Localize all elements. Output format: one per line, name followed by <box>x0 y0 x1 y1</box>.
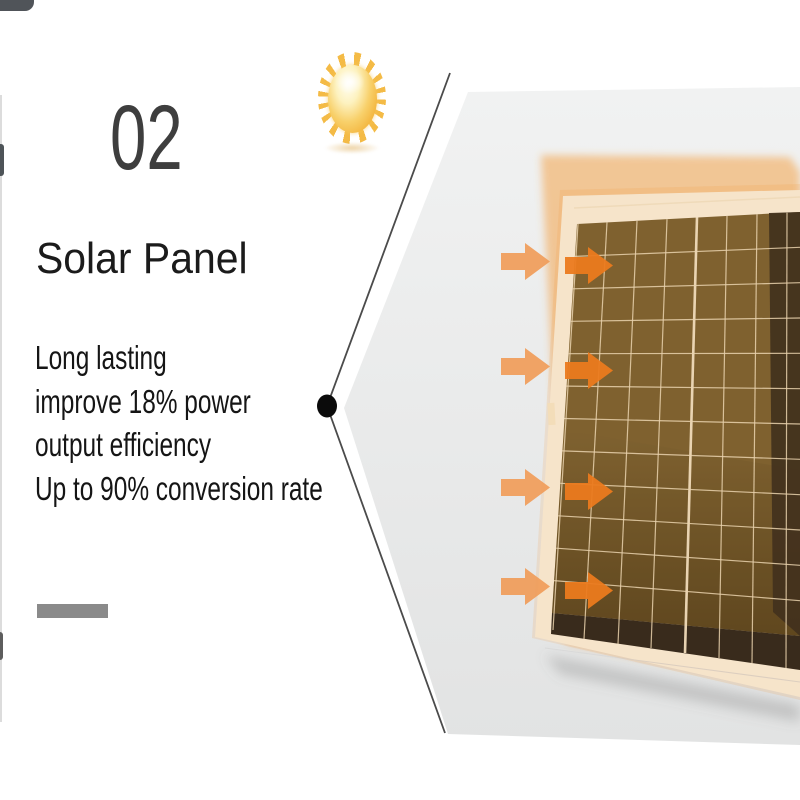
connector-dot <box>317 394 337 418</box>
panel-bottom-strip <box>551 613 800 670</box>
sun-glow-shadow <box>324 142 380 154</box>
panel-grid <box>552 212 800 669</box>
page-title: Solar Panel <box>36 234 248 283</box>
frame-tab <box>547 402 556 426</box>
left-edge-artifact <box>0 144 4 176</box>
frame-lip-line <box>544 647 800 683</box>
feature-line: Long lasting <box>35 339 167 376</box>
sun-icon <box>318 52 386 154</box>
feature-line: Up to 90% conversion rate <box>35 469 323 507</box>
divider-bar <box>37 604 108 618</box>
left-edge-line <box>0 95 2 722</box>
panel-warm-tint <box>532 184 800 700</box>
cropped-corner-artifact <box>0 0 34 11</box>
feature-line: improve 18% power <box>35 382 251 420</box>
panel-cells-shading <box>552 430 800 636</box>
feature-list: Long lasting improve 18% power output ef… <box>35 336 323 510</box>
section-number: 02 <box>110 87 183 189</box>
sun-highlight <box>335 70 365 94</box>
panel-shadow <box>545 655 800 722</box>
left-edge-artifact <box>0 632 3 660</box>
feature-line: output efficiency <box>35 426 212 463</box>
panel-glass-edge <box>573 196 800 209</box>
